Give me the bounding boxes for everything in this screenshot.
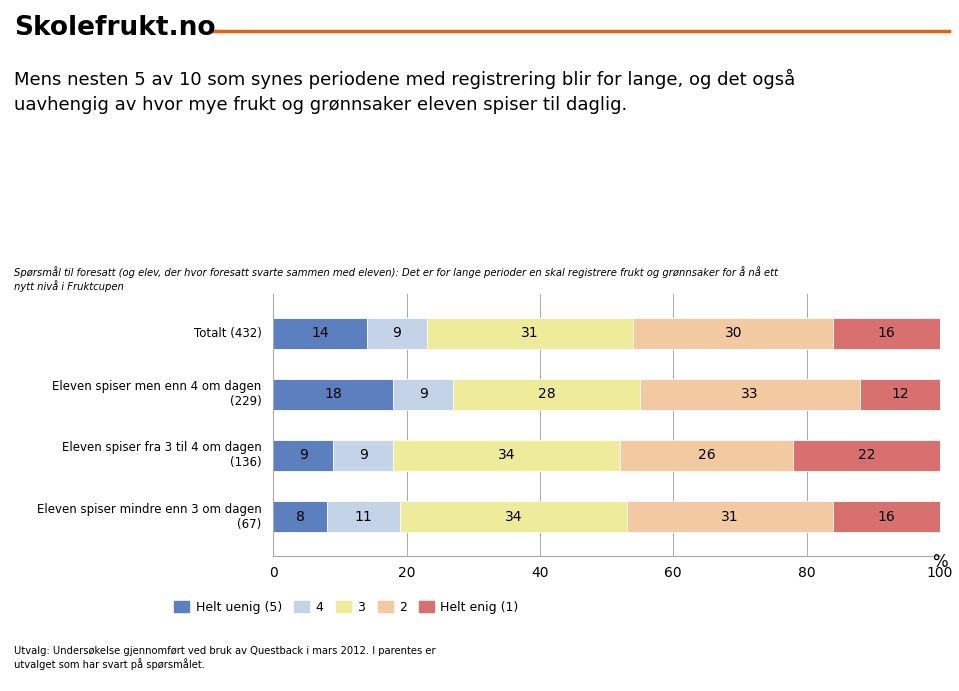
Text: 34: 34	[498, 448, 515, 462]
Bar	[334, 440, 393, 471]
Text: 28: 28	[538, 388, 555, 401]
Bar	[833, 501, 940, 532]
Text: %: %	[932, 553, 947, 571]
Text: 9: 9	[299, 448, 308, 462]
Bar	[273, 318, 366, 349]
Bar	[273, 379, 393, 410]
Bar	[860, 379, 940, 410]
Text: 33: 33	[741, 388, 759, 401]
Text: 18: 18	[324, 388, 342, 401]
Text: Mens nesten 5 av 10 som synes periodene med registrering blir for lange, og det : Mens nesten 5 av 10 som synes periodene …	[14, 69, 796, 114]
Text: Skolefrukt.no: Skolefrukt.no	[14, 15, 216, 41]
Bar	[393, 379, 454, 410]
Bar	[273, 501, 327, 532]
Text: 8: 8	[295, 509, 304, 524]
Bar	[400, 501, 626, 532]
Bar	[833, 318, 940, 349]
Text: 31: 31	[521, 326, 539, 341]
Legend: Helt uenig (5), 4, 3, 2, Helt enig (1): Helt uenig (5), 4, 3, 2, Helt enig (1)	[170, 596, 524, 619]
Bar	[626, 501, 833, 532]
Text: 14: 14	[311, 326, 329, 341]
Text: 31: 31	[721, 509, 738, 524]
Bar	[366, 318, 427, 349]
Text: 22: 22	[857, 448, 876, 462]
Text: 34: 34	[504, 509, 522, 524]
Bar	[793, 440, 940, 471]
Text: 9: 9	[392, 326, 401, 341]
Bar	[327, 501, 400, 532]
Text: Utvalg: Undersøkelse gjennomført ved bruk av Questback i mars 2012. I parentes e: Utvalg: Undersøkelse gjennomført ved bru…	[14, 646, 436, 670]
Text: 9: 9	[419, 388, 428, 401]
Bar	[640, 379, 860, 410]
Bar	[427, 318, 633, 349]
Bar	[620, 440, 793, 471]
Bar	[273, 440, 334, 471]
Text: Spørsmål til foresatt (og elev, der hvor foresatt svarte sammen med eleven): Det: Spørsmål til foresatt (og elev, der hvor…	[14, 266, 779, 292]
Text: 12: 12	[891, 388, 908, 401]
Text: 26: 26	[698, 448, 715, 462]
Text: 16: 16	[877, 326, 896, 341]
Text: 11: 11	[355, 509, 372, 524]
Text: 9: 9	[359, 448, 367, 462]
Bar	[633, 318, 833, 349]
Text: 16: 16	[877, 509, 896, 524]
Text: 30: 30	[724, 326, 742, 341]
Bar	[454, 379, 640, 410]
Bar	[393, 440, 620, 471]
